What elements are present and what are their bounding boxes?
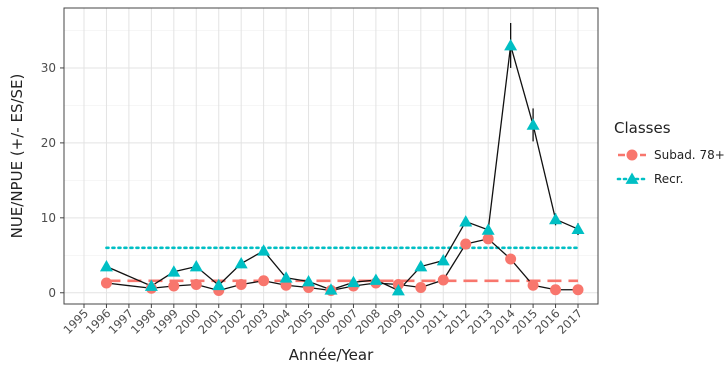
x-tick-label: 2012	[442, 306, 473, 337]
x-tick-label: 2009	[375, 306, 406, 337]
y-tick-label: 20	[41, 136, 56, 150]
x-tick-label: 1998	[128, 306, 159, 337]
x-tick-label: 2011	[420, 306, 451, 337]
x-tick-label: 2006	[308, 306, 339, 337]
x-tick-label: 1997	[105, 306, 136, 337]
point-subad-78	[505, 253, 517, 265]
point-recr	[571, 222, 585, 234]
x-tick-label: 2005	[285, 306, 316, 337]
point-subad-78	[258, 275, 270, 287]
x-tick-label: 1996	[83, 306, 114, 337]
x-tick-label: 2003	[240, 306, 271, 337]
x-tick-label: 1999	[150, 306, 181, 337]
reference-lines	[105, 246, 580, 283]
point-recr	[391, 284, 405, 296]
x-tick-label: 2008	[352, 306, 383, 337]
point-recr	[324, 283, 338, 295]
point-recr	[481, 223, 495, 235]
point-recr	[346, 275, 360, 288]
legend-key-circle	[626, 149, 638, 161]
point-subad-78	[190, 279, 202, 291]
y-tick-label: 10	[41, 211, 56, 225]
x-tick-label: 2007	[330, 306, 361, 337]
y-axis-label: NUE/NPUE (+/- ES/SE)	[8, 74, 26, 239]
point-recr	[504, 38, 518, 51]
point-subad-78	[460, 238, 472, 250]
point-subad-78	[168, 280, 180, 292]
point-recr	[257, 244, 271, 256]
point-recr	[459, 215, 473, 227]
point-recr	[436, 254, 450, 266]
point-recr	[99, 260, 113, 272]
legend-label: Recr.	[654, 172, 683, 186]
point-recr	[167, 265, 181, 277]
point-recr	[189, 260, 203, 272]
point-subad-78	[482, 233, 494, 245]
legend-key-triangle	[625, 172, 639, 184]
legend-label: Subad. 78+	[654, 148, 725, 162]
legend: Classes Subad. 78+ Recr.	[614, 119, 725, 186]
x-tick-label: 2014	[487, 306, 518, 337]
y-tick-label: 30	[41, 61, 56, 75]
point-subad-78	[550, 284, 562, 296]
point-recr	[549, 212, 563, 225]
x-tick-label: 2004	[263, 306, 294, 337]
point-subad-78	[527, 279, 539, 291]
x-tick-label: 2013	[465, 306, 496, 337]
legend-title: Classes	[614, 119, 671, 137]
point-recr	[279, 271, 293, 283]
point-recr	[526, 118, 540, 130]
series-markers	[99, 38, 585, 297]
point-subad-78	[415, 282, 427, 294]
point-recr	[212, 278, 226, 291]
x-tick-label: 2002	[218, 306, 249, 337]
grid-layer	[64, 8, 598, 304]
x-tick-label: 2017	[555, 306, 586, 337]
x-tick-label: 2016	[532, 306, 563, 337]
x-tick-label: 2010	[397, 306, 428, 337]
point-subad-78	[437, 274, 449, 286]
x-tick-label: 1995	[61, 306, 92, 337]
x-tick-label: 2000	[173, 306, 204, 337]
point-subad-78	[100, 277, 112, 289]
point-recr	[414, 260, 428, 272]
point-recr	[302, 275, 316, 287]
point-recr	[234, 257, 248, 269]
point-subad-78	[235, 279, 247, 291]
point-recr	[144, 279, 158, 291]
point-subad-78	[572, 284, 584, 296]
y-tick-label: 0	[48, 286, 56, 300]
x-axis-label: Année/Year	[289, 346, 374, 364]
x-tick-label: 2001	[195, 306, 226, 337]
x-tick-label: 2015	[510, 306, 541, 337]
point-recr	[369, 273, 383, 285]
